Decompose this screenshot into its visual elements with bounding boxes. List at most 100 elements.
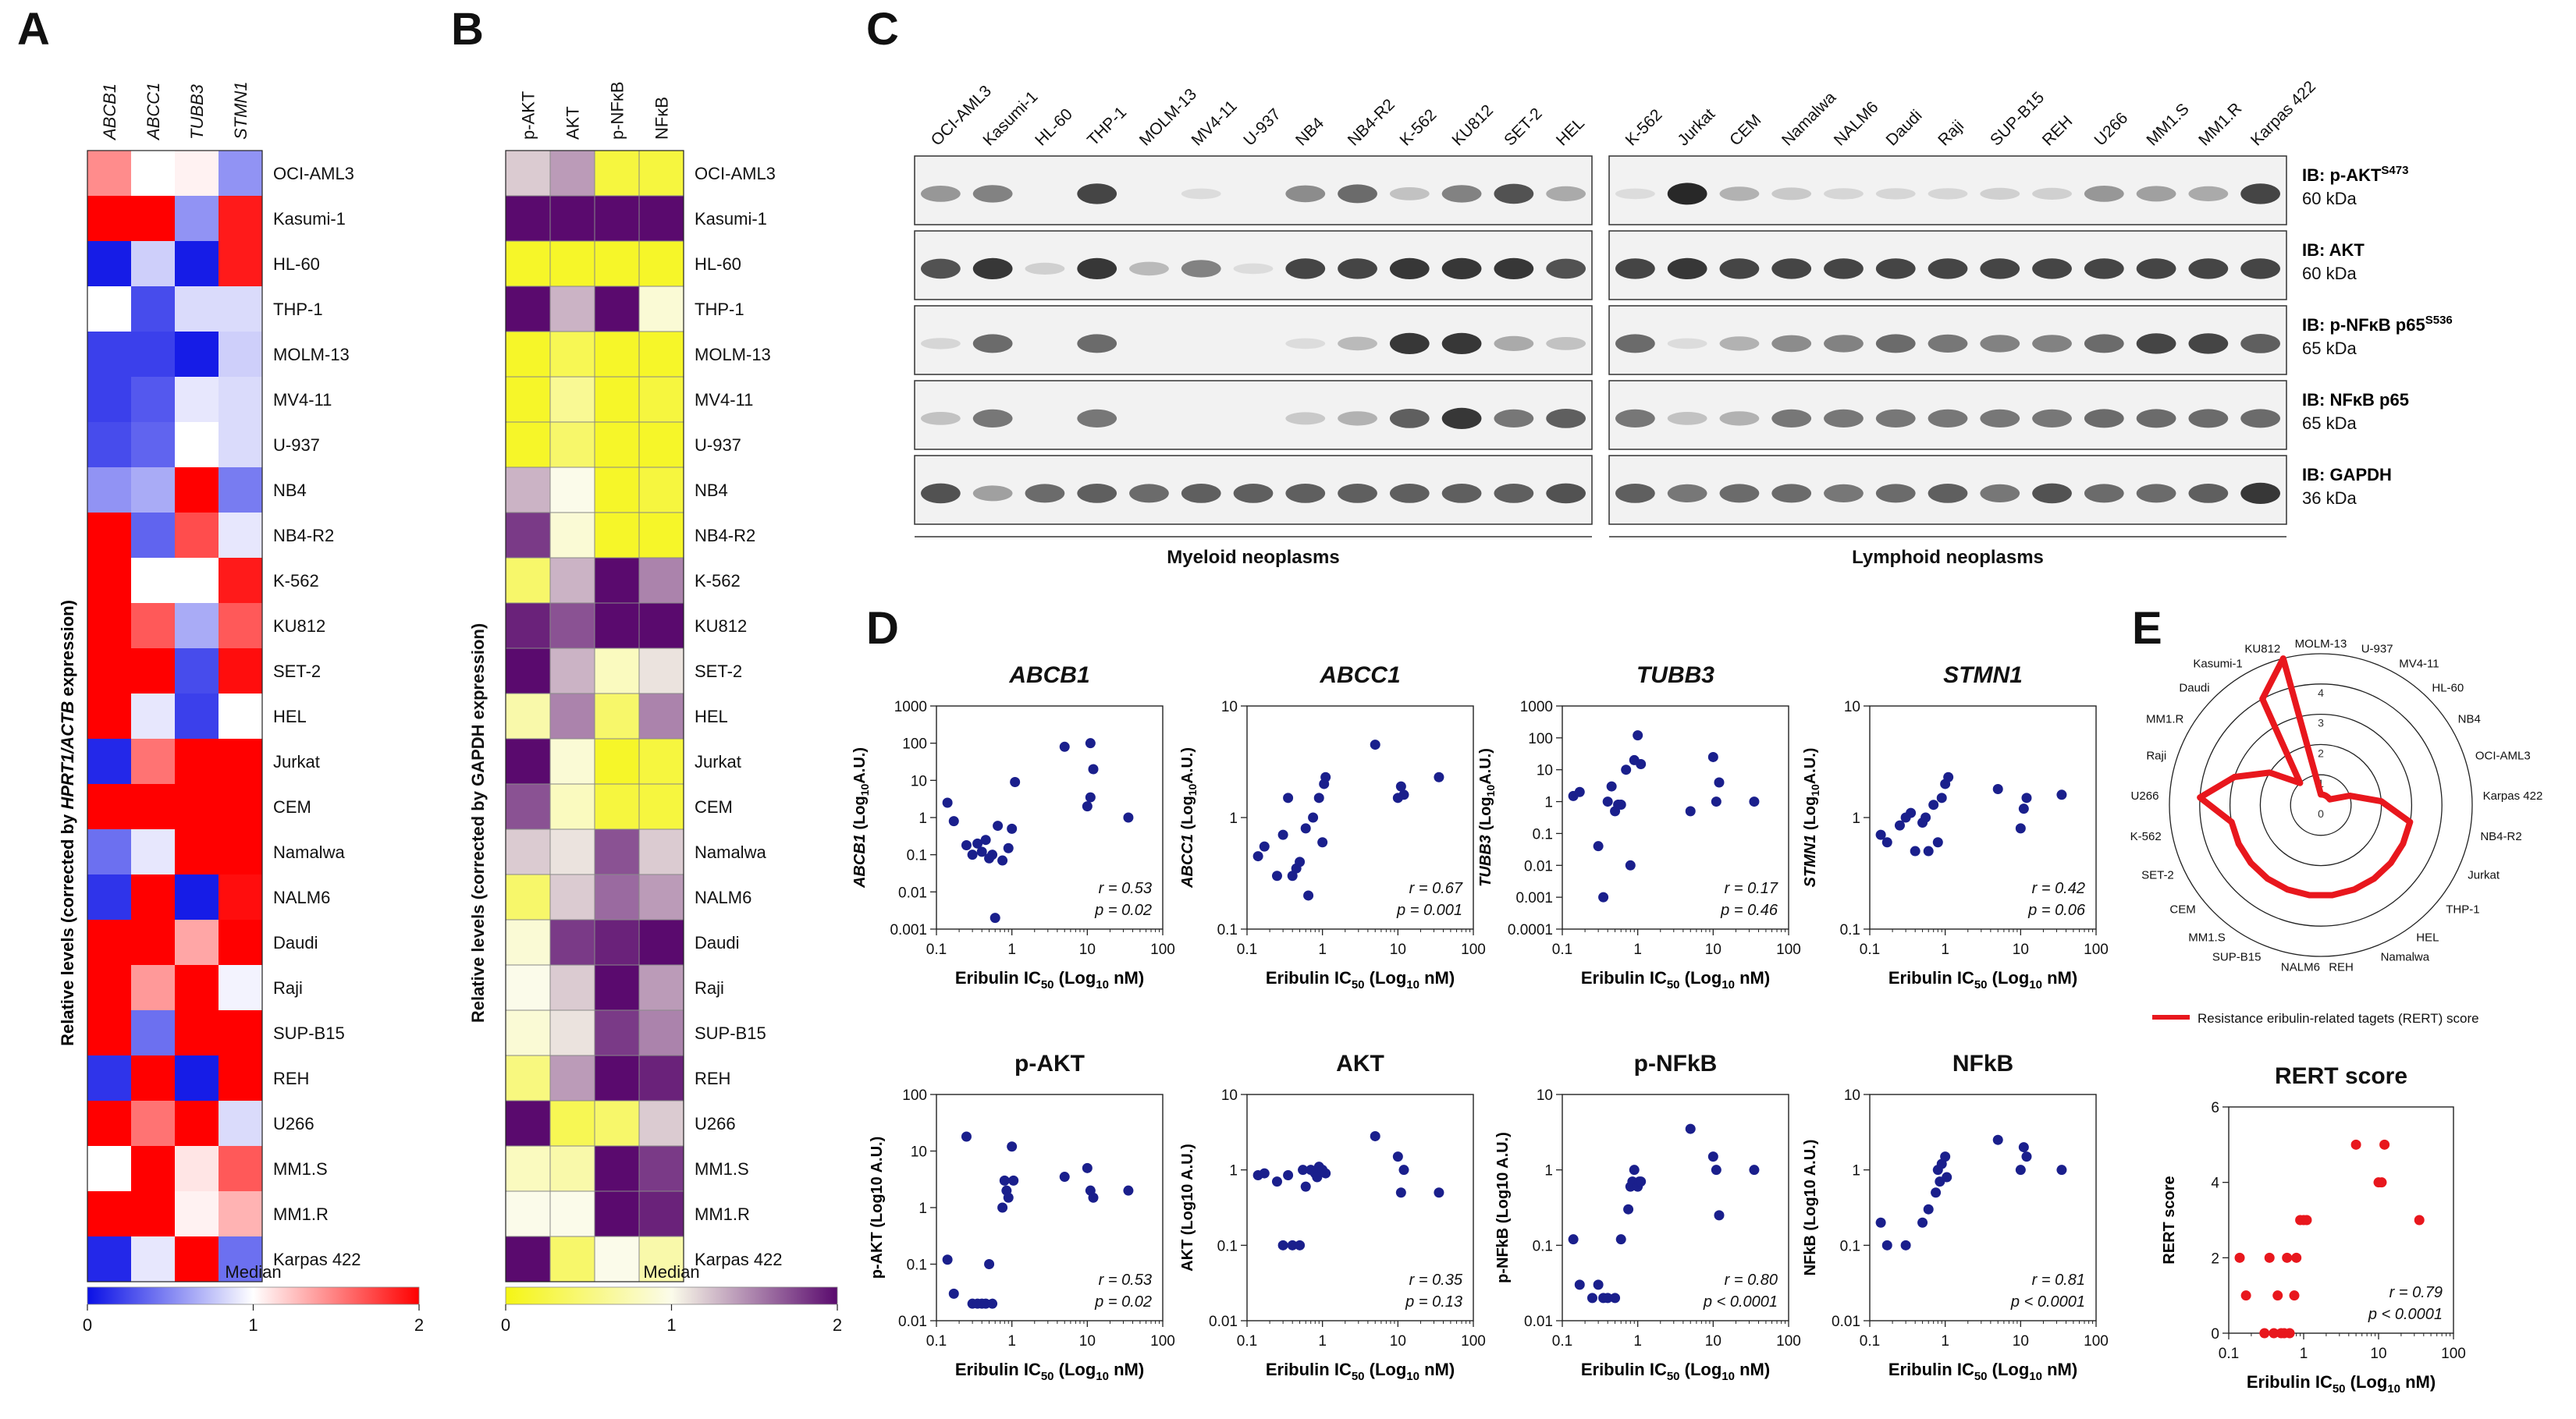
radar-axis-label: MM1.S xyxy=(2188,931,2226,944)
heatmap-cell xyxy=(175,965,219,1010)
heatmap-cell xyxy=(219,965,262,1010)
data-point xyxy=(984,1259,995,1269)
heatmap-cell xyxy=(87,829,131,874)
heatmap-cell xyxy=(594,647,640,694)
x-tick-label: 100 xyxy=(1461,1333,1486,1350)
heatmap-cell xyxy=(87,558,131,603)
row-label: MM1.S xyxy=(273,1159,328,1179)
heatmap-cell xyxy=(638,919,684,966)
data-point xyxy=(1392,1151,1403,1162)
data-point xyxy=(1610,1293,1621,1304)
row-label: Karpas 422 xyxy=(273,1250,361,1269)
label-part: 10 xyxy=(1096,1370,1109,1383)
antibody-name: IB: GAPDH xyxy=(2302,465,2392,484)
radar-axis-label: REH xyxy=(2329,960,2354,974)
row-label: REH xyxy=(695,1069,730,1088)
label-part: nM) xyxy=(1419,1360,1455,1379)
y-tick-label: 0.001 xyxy=(890,922,927,938)
heatmap-cell xyxy=(594,738,640,785)
x-axis-label: Eribulin IC50 (Log10 nM) xyxy=(955,1360,1144,1383)
heatmap-cell xyxy=(549,602,595,649)
data-point xyxy=(1602,796,1613,807)
blot-band xyxy=(1494,335,1534,351)
heatmap-cell xyxy=(175,1236,219,1282)
y-axis-label: STMN1 (Log10A.U.) xyxy=(1802,748,1821,888)
blot-band xyxy=(1615,334,1655,353)
data-point xyxy=(990,913,1000,924)
y-tick-label: 4 xyxy=(2211,1176,2219,1192)
row-label: U-937 xyxy=(273,435,320,455)
data-point xyxy=(1082,1162,1093,1173)
colorbar-tick-label: 0 xyxy=(501,1315,510,1335)
y-tick-label: 1 xyxy=(1229,1163,1238,1180)
row-label: HL-60 xyxy=(273,254,320,274)
heatmap-cell xyxy=(638,1190,684,1237)
data-point xyxy=(997,1202,1008,1213)
ylabel-gene: TUBB3 xyxy=(1477,835,1494,887)
heatmap-cell xyxy=(505,376,551,423)
heatmap-cell xyxy=(505,828,551,875)
heatmap-cell xyxy=(638,331,684,378)
heatmap-cell xyxy=(594,964,640,1011)
label-part: 10 xyxy=(2387,1382,2400,1396)
data-point xyxy=(1633,730,1643,741)
y-tick-label: 1 xyxy=(918,1201,927,1217)
data-point xyxy=(1707,751,1718,762)
heatmap-cell xyxy=(638,647,684,694)
data-point xyxy=(1875,1217,1886,1228)
blot-band xyxy=(1615,188,1655,200)
y-tick-label: 0.01 xyxy=(898,885,927,901)
heatmap-cell xyxy=(175,1146,219,1191)
blot-kda-label: 65 kDa xyxy=(2302,413,2357,433)
heatmap-cell xyxy=(219,920,262,965)
x-tick-label: 1 xyxy=(1007,942,1016,958)
y-tick-label: 10 xyxy=(911,1144,927,1161)
blot-kda-label: 60 kDa xyxy=(2302,189,2357,208)
column-label: ABCC1 xyxy=(144,83,163,141)
data-point xyxy=(961,839,972,850)
heatmap-cell xyxy=(219,1191,262,1236)
group-label-lymphoid: Lymphoid neoplasms xyxy=(1852,547,2044,568)
heatmap-cell xyxy=(505,1190,551,1237)
x-tick-label: 10 xyxy=(1079,942,1096,958)
blot-band xyxy=(921,483,961,504)
blot-band xyxy=(1285,338,1326,349)
data-point xyxy=(1621,764,1632,775)
stat-r: r = 0.53 xyxy=(1099,1272,1152,1289)
blot-band xyxy=(1181,188,1221,200)
data-point xyxy=(1370,1130,1380,1141)
data-point xyxy=(1088,764,1099,775)
blot-band xyxy=(1719,186,1760,201)
heatmap-cell xyxy=(549,466,595,513)
blot-band xyxy=(1546,483,1586,504)
x-tick-label: 1 xyxy=(1633,942,1642,958)
data-point xyxy=(2376,1177,2387,1188)
colorbar-title: Median xyxy=(643,1262,699,1282)
heatmap-cell xyxy=(87,694,131,739)
data-point xyxy=(1615,800,1626,811)
blot-band xyxy=(2188,484,2229,503)
heatmap-cell xyxy=(549,286,595,332)
data-point xyxy=(2289,1290,2300,1301)
lane-label: CEM xyxy=(1726,111,1764,149)
blot-band xyxy=(921,412,961,425)
radar-axis-label: THP-1 xyxy=(2446,903,2479,917)
y-axis-label: ABCB1 (Log10A.U.) xyxy=(851,747,871,889)
blot-band xyxy=(1615,258,1655,279)
data-point xyxy=(2269,1328,2279,1339)
radar-axis-label: Kasumi-1 xyxy=(2193,658,2242,671)
heatmap-cell xyxy=(87,739,131,784)
blot-band xyxy=(1389,257,1430,279)
blot-band xyxy=(1875,258,1916,279)
blot-band xyxy=(1928,334,1968,353)
heatmap-cell xyxy=(638,376,684,423)
lane-label: NB4 xyxy=(1292,114,1327,149)
plot-frame xyxy=(1246,1094,1474,1321)
y-axis-label: AKT (Log10 A.U.) xyxy=(1179,1144,1196,1272)
data-point xyxy=(1312,1172,1323,1183)
blot-band xyxy=(1667,183,1707,205)
data-point xyxy=(1008,1175,1019,1186)
x-axis-label: Eribulin IC50 (Log10 nM) xyxy=(1581,1360,1770,1383)
blot-band xyxy=(1441,484,1482,503)
y-axis-label: TUBB3 (Log10A.U.) xyxy=(1477,748,1497,887)
